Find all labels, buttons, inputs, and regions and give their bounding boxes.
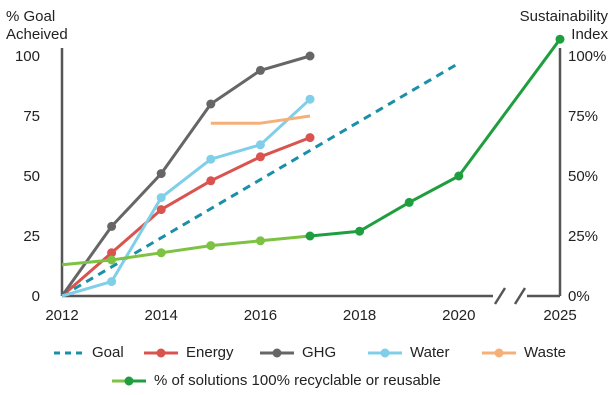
data-point-energy (255, 152, 265, 162)
data-point-solutions (404, 197, 414, 207)
y-left-tick-label: 25 (23, 228, 40, 245)
x-tick-label: 2018 (343, 307, 376, 324)
data-point-energy (305, 133, 315, 143)
left-axis-title-line1: % Goal (6, 8, 56, 25)
legend-label-water: Water (410, 344, 450, 361)
y-right-tick-label: 0% (568, 288, 590, 305)
legend-item-goal: Goal (52, 344, 124, 361)
legend-item-water: Water (366, 344, 449, 361)
data-point-solutions (156, 248, 166, 258)
y-left-tick-label: 100 (15, 48, 40, 65)
series-line-energy (61, 136, 311, 298)
data-point-ghg (305, 51, 315, 61)
series-segment-solutions (61, 258, 112, 267)
legend-item-solutions: % of solutions 100% recyclable or reusab… (110, 372, 441, 389)
series-segment-solutions (309, 229, 360, 238)
legend-swatch-solutions (112, 376, 146, 385)
x-tick-label: 2014 (145, 307, 178, 324)
legend-item-ghg: GHG (258, 344, 336, 361)
data-point-water (255, 140, 265, 150)
data-point-solutions (305, 231, 315, 241)
axis-break-mark (493, 287, 507, 305)
legend-swatch-energy (144, 348, 178, 357)
series-segment-solutions (457, 38, 562, 177)
data-point-energy (156, 205, 166, 215)
legend-label-ghg: GHG (302, 344, 337, 361)
legend-label-solutions: % of solutions 100% recyclable or reusab… (154, 372, 441, 389)
x-tick-label: 2012 (45, 307, 78, 324)
legend-swatch-waste (482, 348, 516, 357)
data-point-water (156, 193, 166, 203)
y-right-tick-label: 25% (568, 228, 598, 245)
data-point-solutions (255, 236, 265, 246)
legend-swatch-water (368, 348, 402, 357)
y-left-tick-label: 75 (23, 108, 40, 125)
legend-item-waste: Waste (480, 344, 566, 361)
left-axis-title-line2: Acheived (6, 26, 68, 43)
data-point-ghg (255, 65, 265, 75)
legend-label-waste: Waste (524, 344, 566, 361)
y-left-tick-label: 50 (23, 168, 40, 185)
y-right-tick-label: 50% (568, 168, 598, 185)
data-point-ghg (107, 221, 117, 231)
series-line-water (61, 98, 312, 298)
data-point-water (107, 277, 117, 287)
data-point-solutions (555, 34, 565, 44)
legend-item-energy: Energy (142, 344, 234, 361)
series-segment-solutions (358, 201, 410, 233)
right-axis-title-line2: Index (571, 26, 608, 43)
series-line-ghg (60, 54, 311, 297)
series-segment-solutions (160, 244, 212, 255)
series-segment-solutions (210, 239, 261, 248)
series-line-waste (210, 114, 311, 125)
legend-label-goal: Goal (92, 344, 124, 361)
data-point-solutions (355, 226, 365, 236)
y-right-tick-label: 100% (568, 48, 606, 65)
y-right-tick-label: 75% (568, 108, 598, 125)
x-tick-label: 2025 (543, 307, 576, 324)
axis-break-mark (513, 287, 527, 305)
data-point-energy (107, 248, 117, 258)
data-point-solutions (206, 241, 216, 251)
data-point-water (206, 154, 216, 164)
series-segment-solutions (111, 251, 162, 262)
legend-swatch-goal (54, 351, 84, 354)
data-point-ghg (206, 99, 216, 109)
x-tick-label: 2016 (244, 307, 277, 324)
x-tick-label: 2020 (442, 307, 475, 324)
series-segment-solutions (408, 174, 460, 204)
data-point-solutions (107, 255, 117, 265)
right-axis-title-line1: Sustainability (519, 8, 608, 25)
series-line-goal (61, 61, 460, 298)
line-chart: 0 25 50 75 100 0% 25% 50% 75% 100% 2012 2014 2016 201… (15, 34, 606, 324)
legend-label-energy: Energy (186, 344, 234, 361)
data-point-solutions (454, 171, 464, 181)
legend-swatch-ghg (260, 348, 294, 357)
data-point-water (305, 94, 315, 104)
right-axis-title: Sustainability Index (520, 8, 608, 44)
series-segment-solutions (260, 234, 311, 243)
y-left-tick-label: 0 (32, 288, 40, 305)
data-point-ghg (156, 169, 166, 179)
data-point-energy (206, 176, 216, 186)
left-axis-title: % Goal Acheived (6, 8, 68, 44)
